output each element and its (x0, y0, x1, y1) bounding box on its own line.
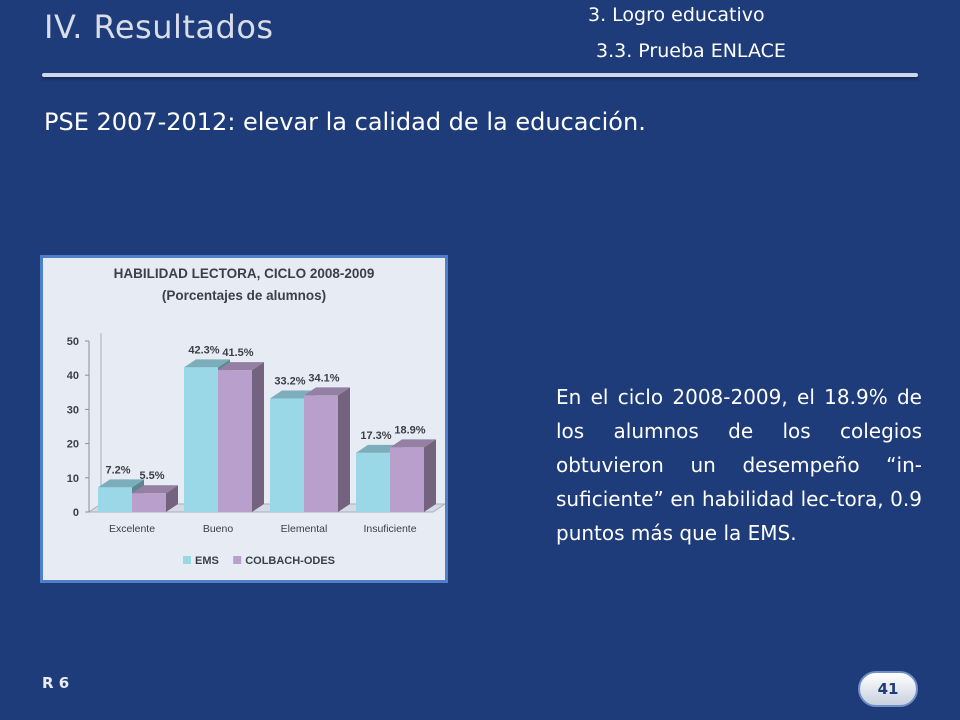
x-tick-label: Excelente (109, 523, 155, 535)
bar-top-colbach-odes-excelente (132, 485, 178, 494)
data-label-colbach-odes-insuficiente: 18.9% (394, 424, 425, 436)
data-label-colbach-odes-excelente: 5.5% (139, 470, 164, 482)
bar-side-colbach-odes-bueno (252, 362, 264, 512)
bar-colbach-odes-insuficiente (390, 447, 424, 512)
bar-ems-excelente (98, 487, 132, 512)
data-label-ems-bueno: 42.3% (188, 344, 219, 356)
bar-top-colbach-odes-insuficiente (390, 439, 436, 448)
bar-chart: HABILIDAD LECTORA, CICLO 2008-2009 (Porc… (67, 266, 445, 567)
bar-top-colbach-odes-bueno (218, 362, 264, 371)
bar-colbach-odes-bueno (218, 370, 252, 512)
legend-swatch (233, 556, 242, 564)
headline: PSE 2007-2012: elevar la calidad de la e… (44, 108, 646, 136)
x-tick-label: Elemental (281, 523, 328, 535)
legend-swatch (183, 556, 191, 564)
y-tick-label: 20 (67, 439, 79, 451)
bar-top-ems-excelente (98, 479, 144, 488)
title-divider (42, 73, 918, 77)
bar-side-colbach-odes-insuficiente (424, 439, 436, 512)
bar-top-colbach-odes-elemental (304, 387, 350, 396)
bar-ems-elemental (270, 398, 304, 512)
legend-label: EMS (195, 555, 219, 567)
footer-label: R 6 (42, 674, 70, 692)
chart-title: HABILIDAD LECTORA, CICLO 2008-2009 (114, 266, 375, 281)
legend-label: COLBACH-ODES (245, 555, 335, 567)
y-tick-label: 40 (67, 370, 79, 382)
y-tick-label: 30 (67, 404, 79, 416)
data-label-colbach-odes-elemental: 34.1% (308, 372, 339, 384)
chart-panel: HABILIDAD LECTORA, CICLO 2008-2009 (Porc… (40, 255, 448, 583)
section-label: 3. Logro educativo (588, 4, 765, 26)
chart-subtitle: (Porcentajes de alumnos) (162, 288, 326, 303)
data-label-ems-insuficiente: 17.3% (360, 430, 391, 442)
chart-legend: EMS COLBACH-ODES (183, 555, 335, 567)
data-label-colbach-odes-bueno: 41.5% (222, 347, 253, 359)
bar-side-colbach-odes-excelente (166, 485, 178, 512)
y-tick-label: 50 (67, 336, 79, 348)
body-text: En el ciclo 2008-2009, el 18.9% de los a… (556, 385, 922, 545)
data-label-ems-elemental: 33.2% (274, 375, 305, 387)
bar-side-colbach-odes-elemental (338, 387, 350, 512)
slide-title: IV. Resultados (44, 8, 274, 46)
plot-area: 0 10 20 30 40 50 7.2% 5.5% Excelente 42.3% 41.5% Bu… (67, 333, 445, 535)
page-number-badge: 41 (858, 671, 918, 707)
bar-top-ems-bueno (184, 359, 230, 368)
data-label-ems-excelente: 7.2% (105, 464, 130, 476)
y-tick-label: 10 (67, 473, 79, 485)
bar-colbach-odes-elemental (304, 395, 338, 512)
x-tick-label: Insuficiente (363, 523, 416, 535)
bar-ems-bueno (184, 367, 218, 512)
bar-ems-insuficiente (356, 452, 390, 512)
x-tick-label: Bueno (203, 523, 234, 535)
y-tick-label: 0 (73, 507, 79, 519)
subsection-label: 3.3. Prueba ENLACE (596, 40, 786, 62)
bar-colbach-odes-excelente (132, 493, 166, 512)
